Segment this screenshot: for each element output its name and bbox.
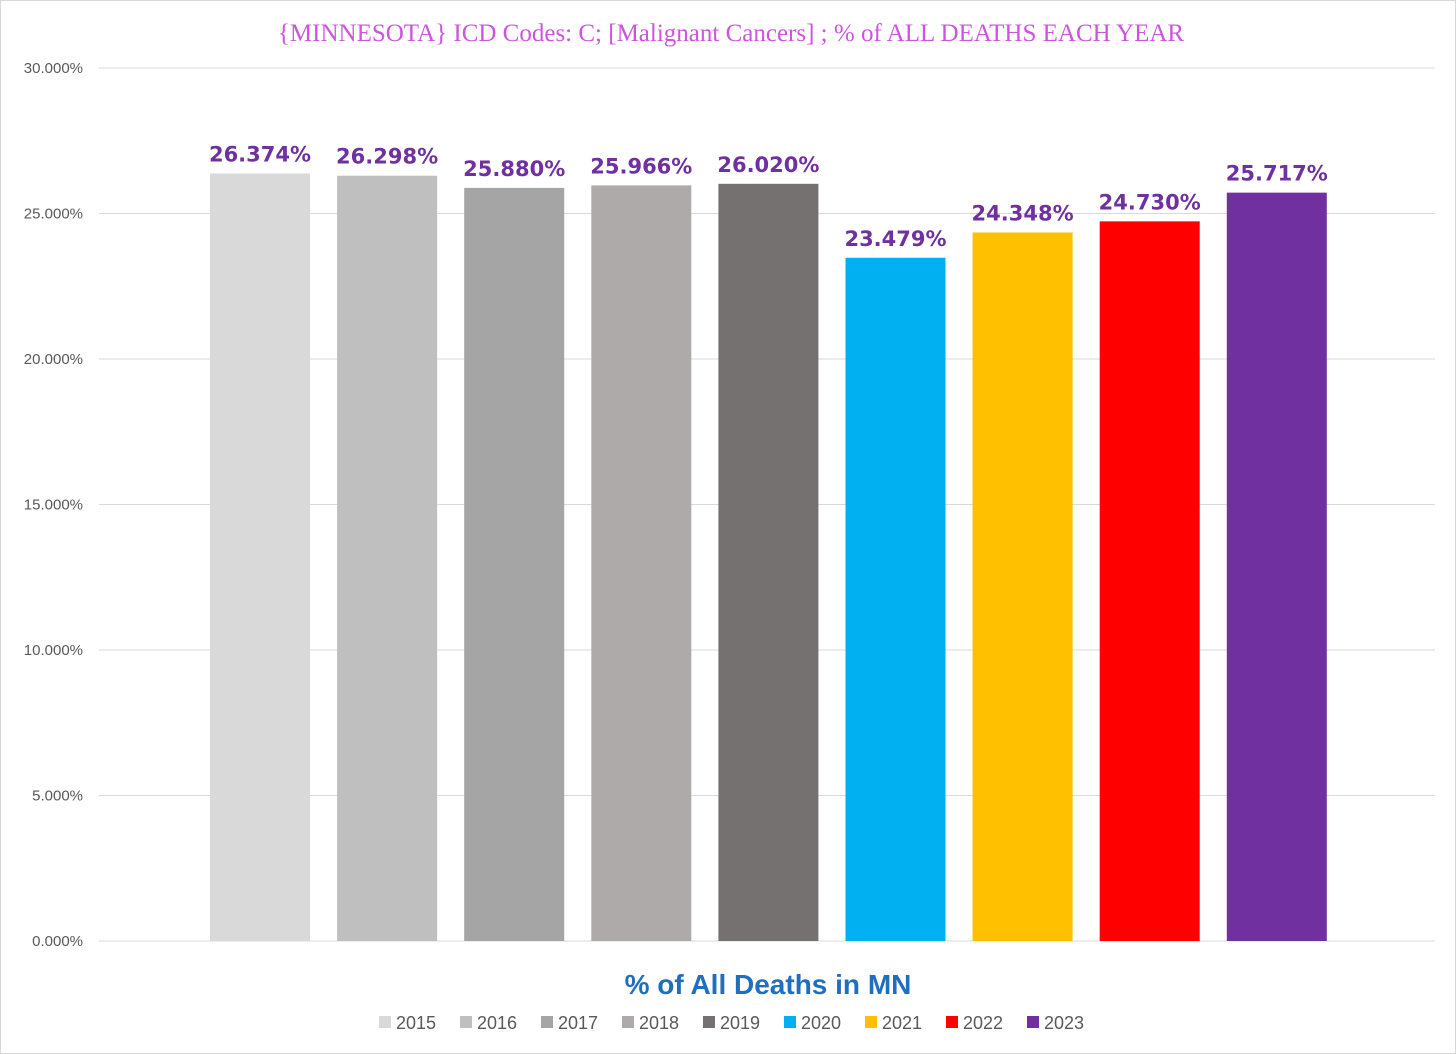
data-label-2019: 26.020%	[717, 153, 819, 177]
y-tick-label: 0.000%	[32, 933, 83, 950]
y-tick-label: 15.000%	[24, 497, 83, 514]
legend-swatch-2016	[460, 1016, 472, 1028]
data-label-2023: 25.717%	[1226, 162, 1328, 186]
legend-label-2016: 2016	[477, 1013, 517, 1033]
y-tick-label: 25.000%	[24, 206, 83, 223]
legend-label-2018: 2018	[639, 1013, 679, 1033]
bar-2020	[845, 257, 946, 941]
data-label-2020: 23.479%	[844, 227, 946, 251]
data-label-2017: 25.880%	[463, 157, 565, 181]
y-tick-label: 30.000%	[24, 60, 83, 77]
legend-swatch-2019	[703, 1016, 715, 1028]
bar-2021	[972, 232, 1073, 941]
bar-2015	[210, 173, 310, 941]
bar-2019	[718, 183, 819, 941]
legend-swatch-2022	[946, 1016, 958, 1028]
bar-2022	[1099, 221, 1200, 941]
legend-swatch-2017	[541, 1016, 553, 1028]
legend-label-2021: 2021	[882, 1013, 922, 1033]
legend-label-2015: 2015	[396, 1013, 436, 1033]
bar-2017	[464, 187, 565, 942]
chart-title: {MINNESOTA} ICD Codes: C; [Malignant Can…	[278, 20, 1184, 47]
data-label-2018: 25.966%	[590, 154, 692, 178]
data-label-2021: 24.348%	[972, 201, 1074, 225]
legend-swatch-2023	[1027, 1016, 1039, 1028]
legend-swatch-2018	[622, 1016, 634, 1028]
y-tick-label: 20.000%	[24, 351, 83, 368]
bar-2016	[337, 175, 438, 941]
bar-2023	[1226, 192, 1327, 941]
legend-label-2020: 2020	[801, 1013, 841, 1033]
y-axis-ticks: 0.000% 5.000% 10.000% 15.000% 20.000% 25.000%…	[24, 60, 83, 950]
legend-label-2022: 2022	[963, 1013, 1003, 1033]
y-tick-label: 10.000%	[24, 642, 83, 659]
bar-2018	[591, 185, 692, 941]
x-axis-title: % of All Deaths in MN	[625, 969, 912, 1000]
legend-label-2019: 2019	[720, 1013, 760, 1033]
data-label-2015: 26.374%	[209, 143, 311, 167]
legend-swatch-2015	[379, 1016, 391, 1028]
legend: 2015 2016 2017 2018 2019 2020 2021 2022 2023	[379, 1013, 1084, 1033]
data-label-2022: 24.730%	[1099, 190, 1201, 214]
legend-swatch-2021	[865, 1016, 877, 1028]
data-label-2016: 26.298%	[336, 145, 438, 169]
bars	[210, 173, 1327, 942]
legend-label-2023: 2023	[1044, 1013, 1084, 1033]
data-labels: 26.374% 26.298% 25.880% 25.966% 26.020% 23.47…	[209, 143, 1328, 251]
legend-label-2017: 2017	[558, 1013, 598, 1033]
y-tick-label: 5.000%	[32, 788, 83, 805]
legend-swatch-2020	[784, 1016, 796, 1028]
